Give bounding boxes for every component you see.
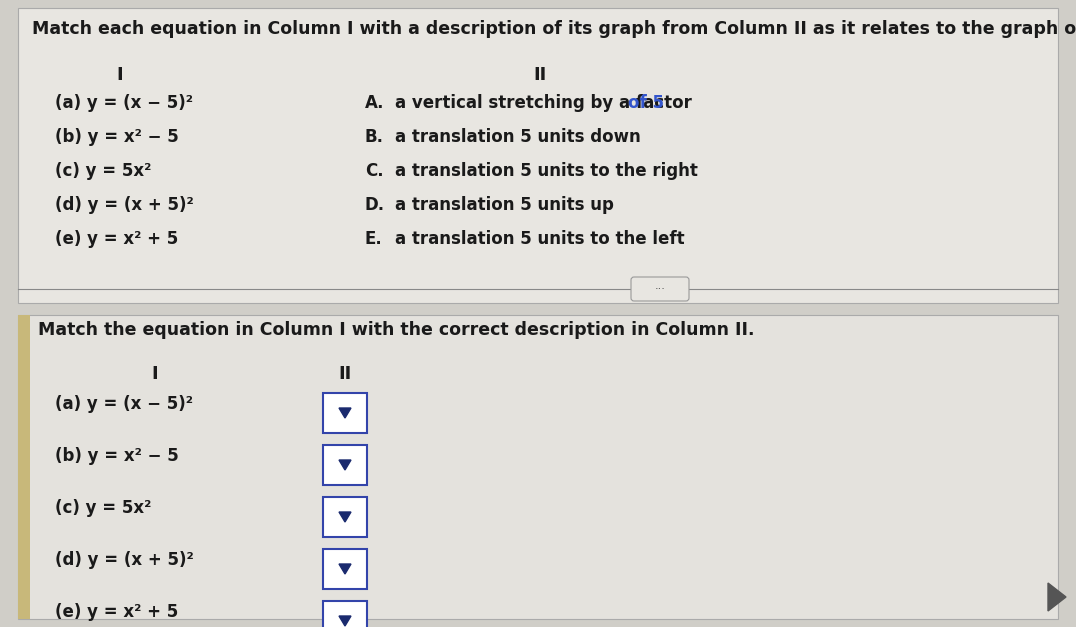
Text: Match each equation in Column I with a description of its graph from Column II a: Match each equation in Column I with a d… — [32, 20, 1076, 38]
Bar — [18, 315, 30, 619]
Text: of 5: of 5 — [628, 94, 664, 112]
Text: (c) y = 5x²: (c) y = 5x² — [55, 162, 152, 180]
Bar — [18, 315, 1058, 619]
Polygon shape — [339, 408, 351, 418]
Text: (c) y = 5x²: (c) y = 5x² — [55, 499, 152, 517]
Text: a translation 5 units to the left: a translation 5 units to the left — [395, 230, 684, 248]
Text: a translation 5 units up: a translation 5 units up — [395, 196, 614, 214]
Text: a vertical stretching by a factor: a vertical stretching by a factor — [395, 94, 697, 112]
Text: ···: ··· — [654, 284, 665, 294]
Text: (b) y = x² − 5: (b) y = x² − 5 — [55, 447, 179, 465]
Text: (a) y = (x − 5)²: (a) y = (x − 5)² — [55, 395, 193, 413]
Text: A.: A. — [365, 94, 384, 112]
Bar — [323, 445, 367, 485]
Polygon shape — [1048, 583, 1066, 611]
Text: I: I — [152, 365, 158, 383]
Text: a translation 5 units down: a translation 5 units down — [395, 128, 640, 146]
Text: (d) y = (x + 5)²: (d) y = (x + 5)² — [55, 196, 194, 214]
Text: B.: B. — [365, 128, 384, 146]
Polygon shape — [339, 460, 351, 470]
Polygon shape — [339, 616, 351, 626]
Text: D.: D. — [365, 196, 385, 214]
Text: Match the equation in Column I with the correct description in Column II.: Match the equation in Column I with the … — [38, 321, 754, 339]
Text: (e) y = x² + 5: (e) y = x² + 5 — [55, 603, 179, 621]
Bar — [18, 8, 1058, 303]
Text: C.: C. — [365, 162, 384, 180]
Text: (d) y = (x + 5)²: (d) y = (x + 5)² — [55, 551, 194, 569]
Bar — [323, 497, 367, 537]
Text: I: I — [116, 66, 124, 84]
Text: (a) y = (x − 5)²: (a) y = (x − 5)² — [55, 94, 193, 112]
Text: (b) y = x² − 5: (b) y = x² − 5 — [55, 128, 179, 146]
FancyBboxPatch shape — [631, 277, 689, 301]
Polygon shape — [339, 564, 351, 574]
Bar — [323, 549, 367, 589]
Text: (e) y = x² + 5: (e) y = x² + 5 — [55, 230, 179, 248]
Text: a translation 5 units to the right: a translation 5 units to the right — [395, 162, 698, 180]
Polygon shape — [339, 512, 351, 522]
Text: E.: E. — [365, 230, 383, 248]
Text: II: II — [534, 66, 547, 84]
Text: II: II — [338, 365, 352, 383]
Bar — [323, 601, 367, 627]
Bar — [323, 393, 367, 433]
